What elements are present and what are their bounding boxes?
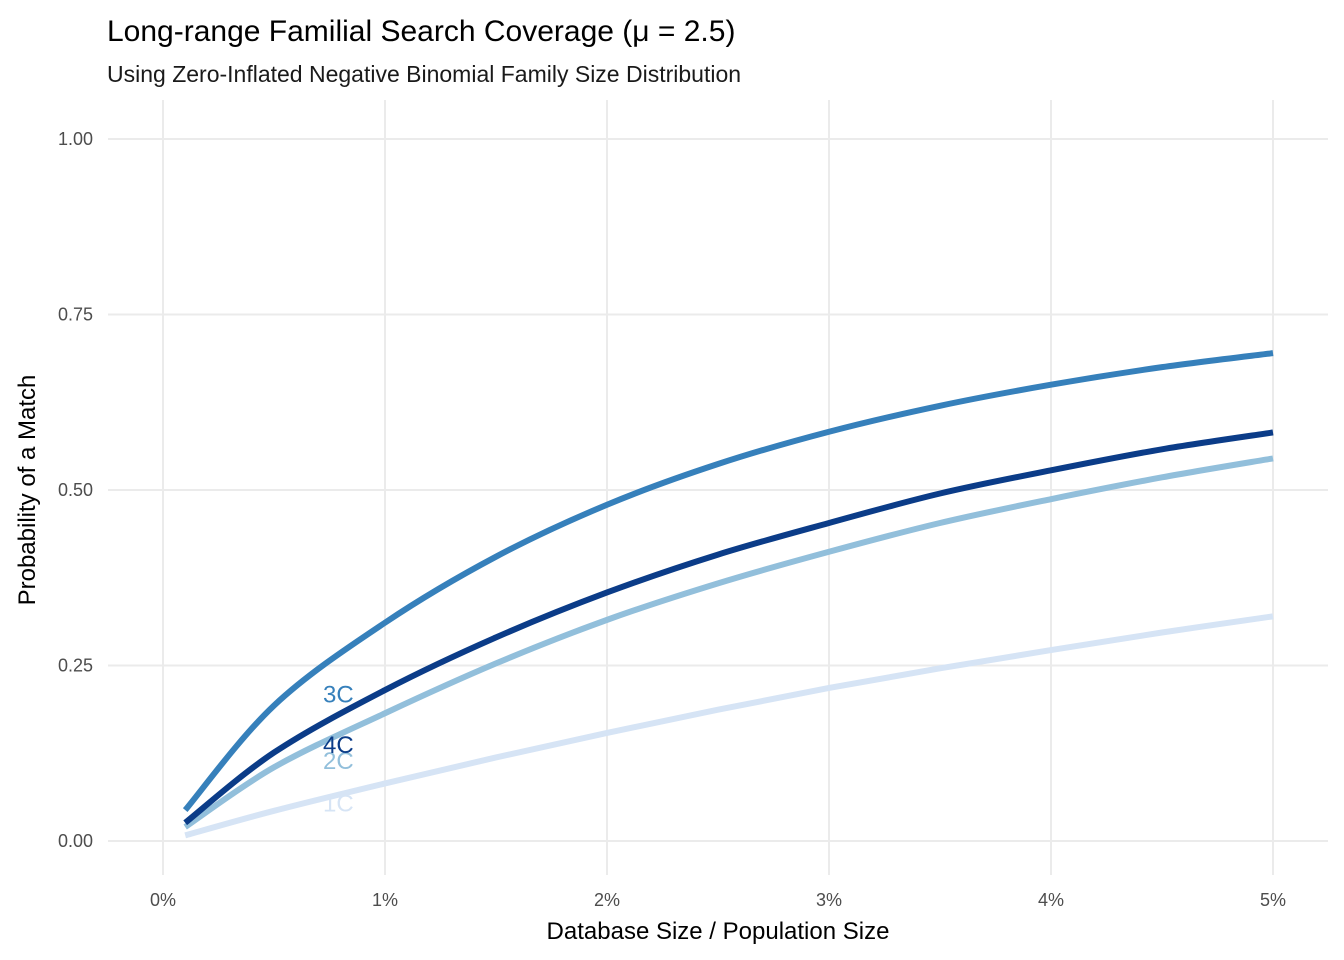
series-line-3c bbox=[182, 350, 1274, 813]
series-lines bbox=[182, 350, 1274, 839]
y-tick-label: 0.00 bbox=[58, 831, 93, 851]
series-label-3c: 3C bbox=[323, 681, 354, 708]
series-label-1c: 1C bbox=[323, 790, 354, 817]
x-axis-ticks: 0% 1% 2% 3% 4% 5% bbox=[150, 890, 1286, 910]
x-tick-label: 3% bbox=[816, 890, 842, 910]
x-tick-label: 4% bbox=[1038, 890, 1064, 910]
x-axis-title: Database Size / Population Size bbox=[547, 918, 890, 945]
y-tick-label: 0.75 bbox=[58, 305, 93, 325]
x-tick-label: 5% bbox=[1260, 890, 1286, 910]
x-tick-label: 1% bbox=[372, 890, 398, 910]
y-axis-ticks: 0.00 0.25 0.50 0.75 1.00 bbox=[58, 129, 93, 851]
chart-subtitle: Using Zero-Inflated Negative Binomial Fa… bbox=[107, 61, 741, 87]
y-tick-label: 1.00 bbox=[58, 129, 93, 149]
chart-title: Long-range Familial Search Coverage (μ =… bbox=[107, 15, 735, 48]
grid-lines bbox=[108, 100, 1328, 875]
series-label-4c: 4C bbox=[323, 732, 354, 759]
x-tick-label: 2% bbox=[594, 890, 620, 910]
series-label-2c: 2C bbox=[323, 748, 354, 775]
x-tick-label: 0% bbox=[150, 890, 176, 910]
series-line-2c bbox=[183, 455, 1274, 830]
series-line-4c bbox=[183, 429, 1274, 826]
y-tick-label: 0.50 bbox=[58, 480, 93, 500]
series-line-1c bbox=[184, 613, 1274, 839]
y-tick-label: 0.25 bbox=[58, 656, 93, 676]
y-axis-title: Probability of a Match bbox=[14, 375, 41, 606]
